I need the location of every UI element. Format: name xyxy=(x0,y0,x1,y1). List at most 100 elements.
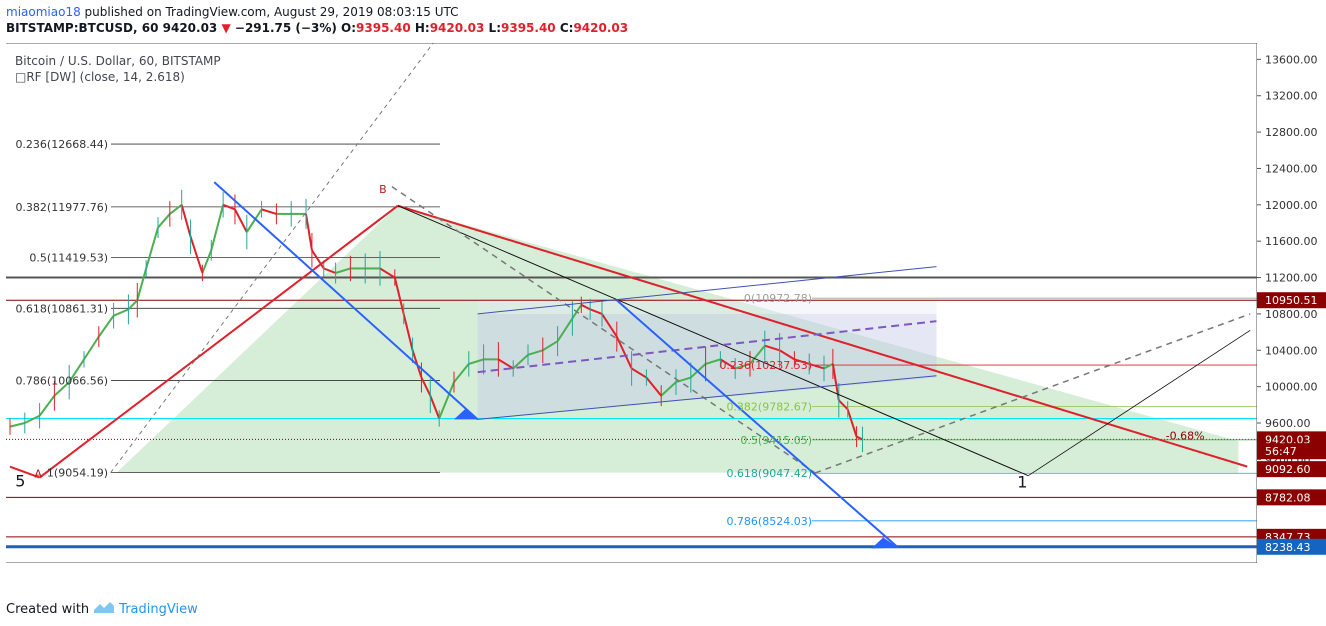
price-segment-32 xyxy=(402,313,414,351)
price-tag-bg-3 xyxy=(1257,461,1326,478)
fib-right-label-3: 0.5(9415.05) xyxy=(740,434,812,447)
fib-right-label-0: 0(10972.78) xyxy=(744,292,812,305)
y-tick-9: 10000.00 xyxy=(1265,381,1318,394)
price-segment-49 xyxy=(615,336,633,369)
price-segment-17 xyxy=(210,204,225,251)
channel-mid xyxy=(477,320,937,374)
price-segment-52 xyxy=(660,381,677,397)
price-segment-18 xyxy=(222,203,236,211)
price-segment-42 xyxy=(527,349,544,356)
y-tick-5: 11600.00 xyxy=(1265,235,1318,248)
price-segment-8 xyxy=(113,308,129,317)
price-segment-12 xyxy=(157,213,171,229)
last-price: 9420.03 xyxy=(162,21,218,35)
y-tick-1: 13200.00 xyxy=(1265,90,1318,103)
legend-indicator: □RF [DW] (close, 14, 2.618) xyxy=(15,70,185,84)
price-segment-9 xyxy=(127,299,138,311)
price-segment-47 xyxy=(589,308,603,315)
y-tick-3: 12400.00 xyxy=(1265,162,1318,175)
price-segment-2 xyxy=(24,414,41,424)
price-tag-4: 8782.08 xyxy=(1265,491,1311,504)
price-segment-46 xyxy=(580,303,591,311)
price-segment-36 xyxy=(438,381,455,419)
red-trend-ab xyxy=(38,204,399,479)
footer-text: Created with xyxy=(6,601,90,617)
fib-left-label-5: 1(9054.19) xyxy=(47,467,108,480)
price-segment-21 xyxy=(261,208,277,215)
y-tick-0: 13600.00 xyxy=(1265,53,1318,66)
price-segment-65 xyxy=(838,399,849,411)
low-value: 9395.40 xyxy=(501,21,556,35)
price-tag-3: 9092.60 xyxy=(1265,463,1311,476)
triangle-pattern xyxy=(116,205,1239,473)
high-value: 9420.03 xyxy=(429,21,485,35)
annotation-3: 1 xyxy=(1017,473,1027,492)
price-segment-24 xyxy=(305,213,313,251)
low-label: L: xyxy=(488,21,501,35)
price-segment-3 xyxy=(38,395,56,417)
legend-title: Bitcoin / U.S. Dollar, 60, BITSTAMP xyxy=(15,54,221,68)
fib-left-label-2: 0.5(11419.53) xyxy=(29,252,108,265)
blue-arrow-2 xyxy=(616,299,899,549)
price-tag-bg-2 xyxy=(1257,443,1326,460)
price-segment-67 xyxy=(856,435,863,441)
footer: Created with TradingView xyxy=(6,600,198,618)
price-segment-1 xyxy=(9,422,26,428)
channel-fill xyxy=(477,313,937,420)
price-tag-6: 8238.43 xyxy=(1265,541,1311,554)
price-segment-14 xyxy=(180,204,192,237)
tradingview-logo-icon[interactable] xyxy=(93,600,115,618)
annotation-4: -0.68% xyxy=(1166,429,1205,442)
price-segment-55 xyxy=(705,358,721,365)
dashed-trend-steep xyxy=(110,43,434,473)
price-tag-0: 10950.51 xyxy=(1265,294,1318,307)
channel-top xyxy=(477,266,937,315)
blue-arrow-1 xyxy=(213,181,479,421)
price-segment-6 xyxy=(83,336,100,360)
price-segment-19 xyxy=(234,208,248,233)
y-tick-10: 9600.00 xyxy=(1265,417,1311,430)
publish-line: miaomiao18 published on TradingView.com,… xyxy=(6,5,459,19)
fib-left-label-1: 0.382(11977.76) xyxy=(15,201,108,214)
price-segment-4 xyxy=(53,381,70,397)
fib-right-label-4: 0.618(9047.42) xyxy=(726,467,812,480)
price-tag-bg-6 xyxy=(1257,538,1326,555)
price-tag-1: 9420.03 xyxy=(1265,433,1311,446)
price-segment-58 xyxy=(749,345,766,365)
price-segment-34 xyxy=(420,377,432,397)
price-segment-35 xyxy=(429,395,441,419)
price-segment-51 xyxy=(645,376,662,397)
tradingview-brand[interactable]: TradingView xyxy=(119,601,198,617)
price-segment-37 xyxy=(453,363,470,383)
price-segment-50 xyxy=(631,367,647,379)
price-segment-60 xyxy=(779,349,795,361)
annotation-0: B xyxy=(379,183,387,196)
price-segment-48 xyxy=(601,313,618,338)
fib-left-label-0: 0.236(12668.44) xyxy=(15,138,108,151)
price-segment-66 xyxy=(846,409,858,437)
price-segment-57 xyxy=(734,362,751,370)
price-segment-7 xyxy=(97,315,115,338)
open-label: O: xyxy=(341,21,357,35)
price-segment-43 xyxy=(542,340,559,352)
price-segment-27 xyxy=(335,267,351,274)
channel-bottom xyxy=(477,375,937,420)
price-segment-11 xyxy=(145,227,159,269)
fib-right-label-2: 0.382(9782.67) xyxy=(726,400,812,413)
fib-left-label-3: 0.618(10861.31) xyxy=(15,302,108,315)
y-tick-2: 12800.00 xyxy=(1265,126,1318,139)
price-segment-56 xyxy=(719,358,736,370)
price-segment-62 xyxy=(808,362,825,370)
close-value: 9420.03 xyxy=(573,21,629,35)
price-segment-31 xyxy=(393,277,405,315)
blue-arrowhead-1 xyxy=(454,408,478,420)
price-chart[interactable]: 0.236(12668.44) 0.382(11977.76) 0.5(11419.… xyxy=(6,43,1257,563)
price-segment-16 xyxy=(201,249,213,274)
dashed-trend-up xyxy=(814,313,1251,474)
price-segment-20 xyxy=(245,208,263,233)
fib-right-label-1: 0.236(10237.53) xyxy=(719,359,812,372)
author-link[interactable]: miaomiao18 xyxy=(6,5,81,19)
chart-legend: Bitcoin / U.S. Dollar, 60, BITSTAMP □RF … xyxy=(15,53,221,85)
price-segment-10 xyxy=(136,268,148,301)
price-axis[interactable]: 13600.00 13200.00 12800.00 12400.00 12000.00… xyxy=(1257,43,1326,589)
